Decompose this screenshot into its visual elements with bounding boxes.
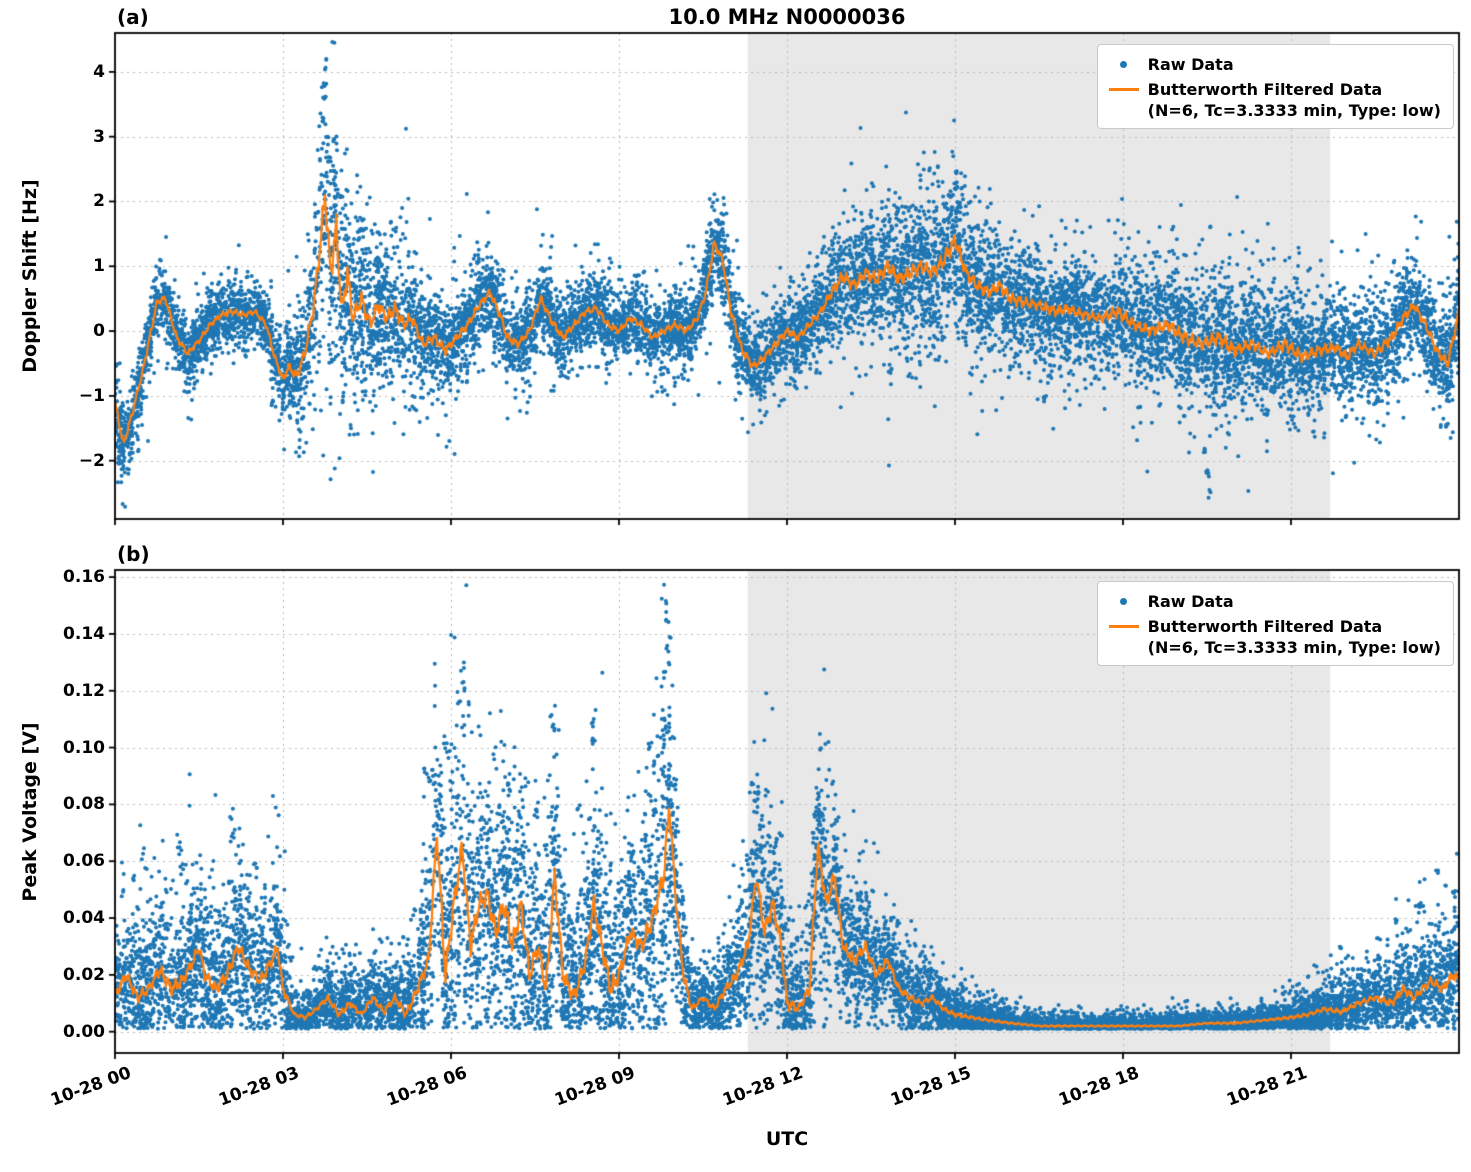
- legend-filtered-params: (N=6, Tc=3.3333 min, Type: low): [1147, 638, 1441, 657]
- panel-b-y-axis-label: Peak Voltage [V]: [19, 722, 41, 902]
- panel-a-label: (a): [117, 5, 149, 29]
- legend-raw-row: Raw Data: [1106, 52, 1441, 77]
- y-tick-label: 0.10: [63, 737, 105, 758]
- legend-filtered-label: Butterworth Filtered Data: [1147, 617, 1383, 636]
- y-tick-label: −1: [78, 385, 105, 406]
- y-tick-label: 4: [93, 61, 105, 82]
- y-tick-label: 1: [93, 256, 105, 277]
- legend-raw-row: Raw Data: [1106, 589, 1441, 614]
- legend-filtered-params-row: (N=6, Tc=3.3333 min, Type: low): [1106, 637, 1441, 658]
- legend-raw-label: Raw Data: [1147, 592, 1234, 611]
- y-tick-label: −2: [78, 450, 105, 471]
- raw-data-marker: [1106, 61, 1142, 68]
- filtered-line-marker: [1106, 625, 1142, 628]
- legend-filtered-row: Butterworth Filtered Data: [1106, 614, 1441, 639]
- y-tick-label: 0.16: [63, 567, 105, 588]
- panel-a-y-axis-label: Doppler Shift [Hz]: [19, 179, 41, 373]
- chart-title: 10.0 MHz N0000036: [668, 5, 906, 29]
- filtered-line-marker: [1106, 88, 1142, 91]
- legend-panel-a: Raw Data Butterworth Filtered Data (N=6,…: [1096, 44, 1454, 129]
- y-tick-label: 0: [93, 321, 105, 342]
- y-tick-label: 0.08: [63, 794, 105, 815]
- raw-data-marker: [1106, 598, 1142, 605]
- y-tick-label: 3: [93, 126, 105, 147]
- y-tick-label: 0.12: [63, 680, 105, 701]
- y-tick-label: 0.00: [63, 1021, 105, 1042]
- y-tick-label: 0.04: [63, 908, 105, 929]
- legend-filtered-params: (N=6, Tc=3.3333 min, Type: low): [1147, 101, 1441, 120]
- y-tick-label: 0.14: [63, 623, 105, 644]
- y-tick-label: 2: [93, 191, 105, 212]
- y-tick-label: 0.06: [63, 851, 105, 872]
- legend-panel-b: Raw Data Butterworth Filtered Data (N=6,…: [1096, 581, 1454, 666]
- legend-filtered-label: Butterworth Filtered Data: [1147, 80, 1383, 99]
- legend-raw-label: Raw Data: [1147, 55, 1234, 74]
- y-tick-label: 0.02: [63, 964, 105, 985]
- legend-filtered-row: Butterworth Filtered Data: [1106, 77, 1441, 102]
- panel-b-label: (b): [117, 542, 150, 566]
- x-axis-label: UTC: [765, 1128, 809, 1150]
- legend-filtered-params-row: (N=6, Tc=3.3333 min, Type: low): [1106, 100, 1441, 121]
